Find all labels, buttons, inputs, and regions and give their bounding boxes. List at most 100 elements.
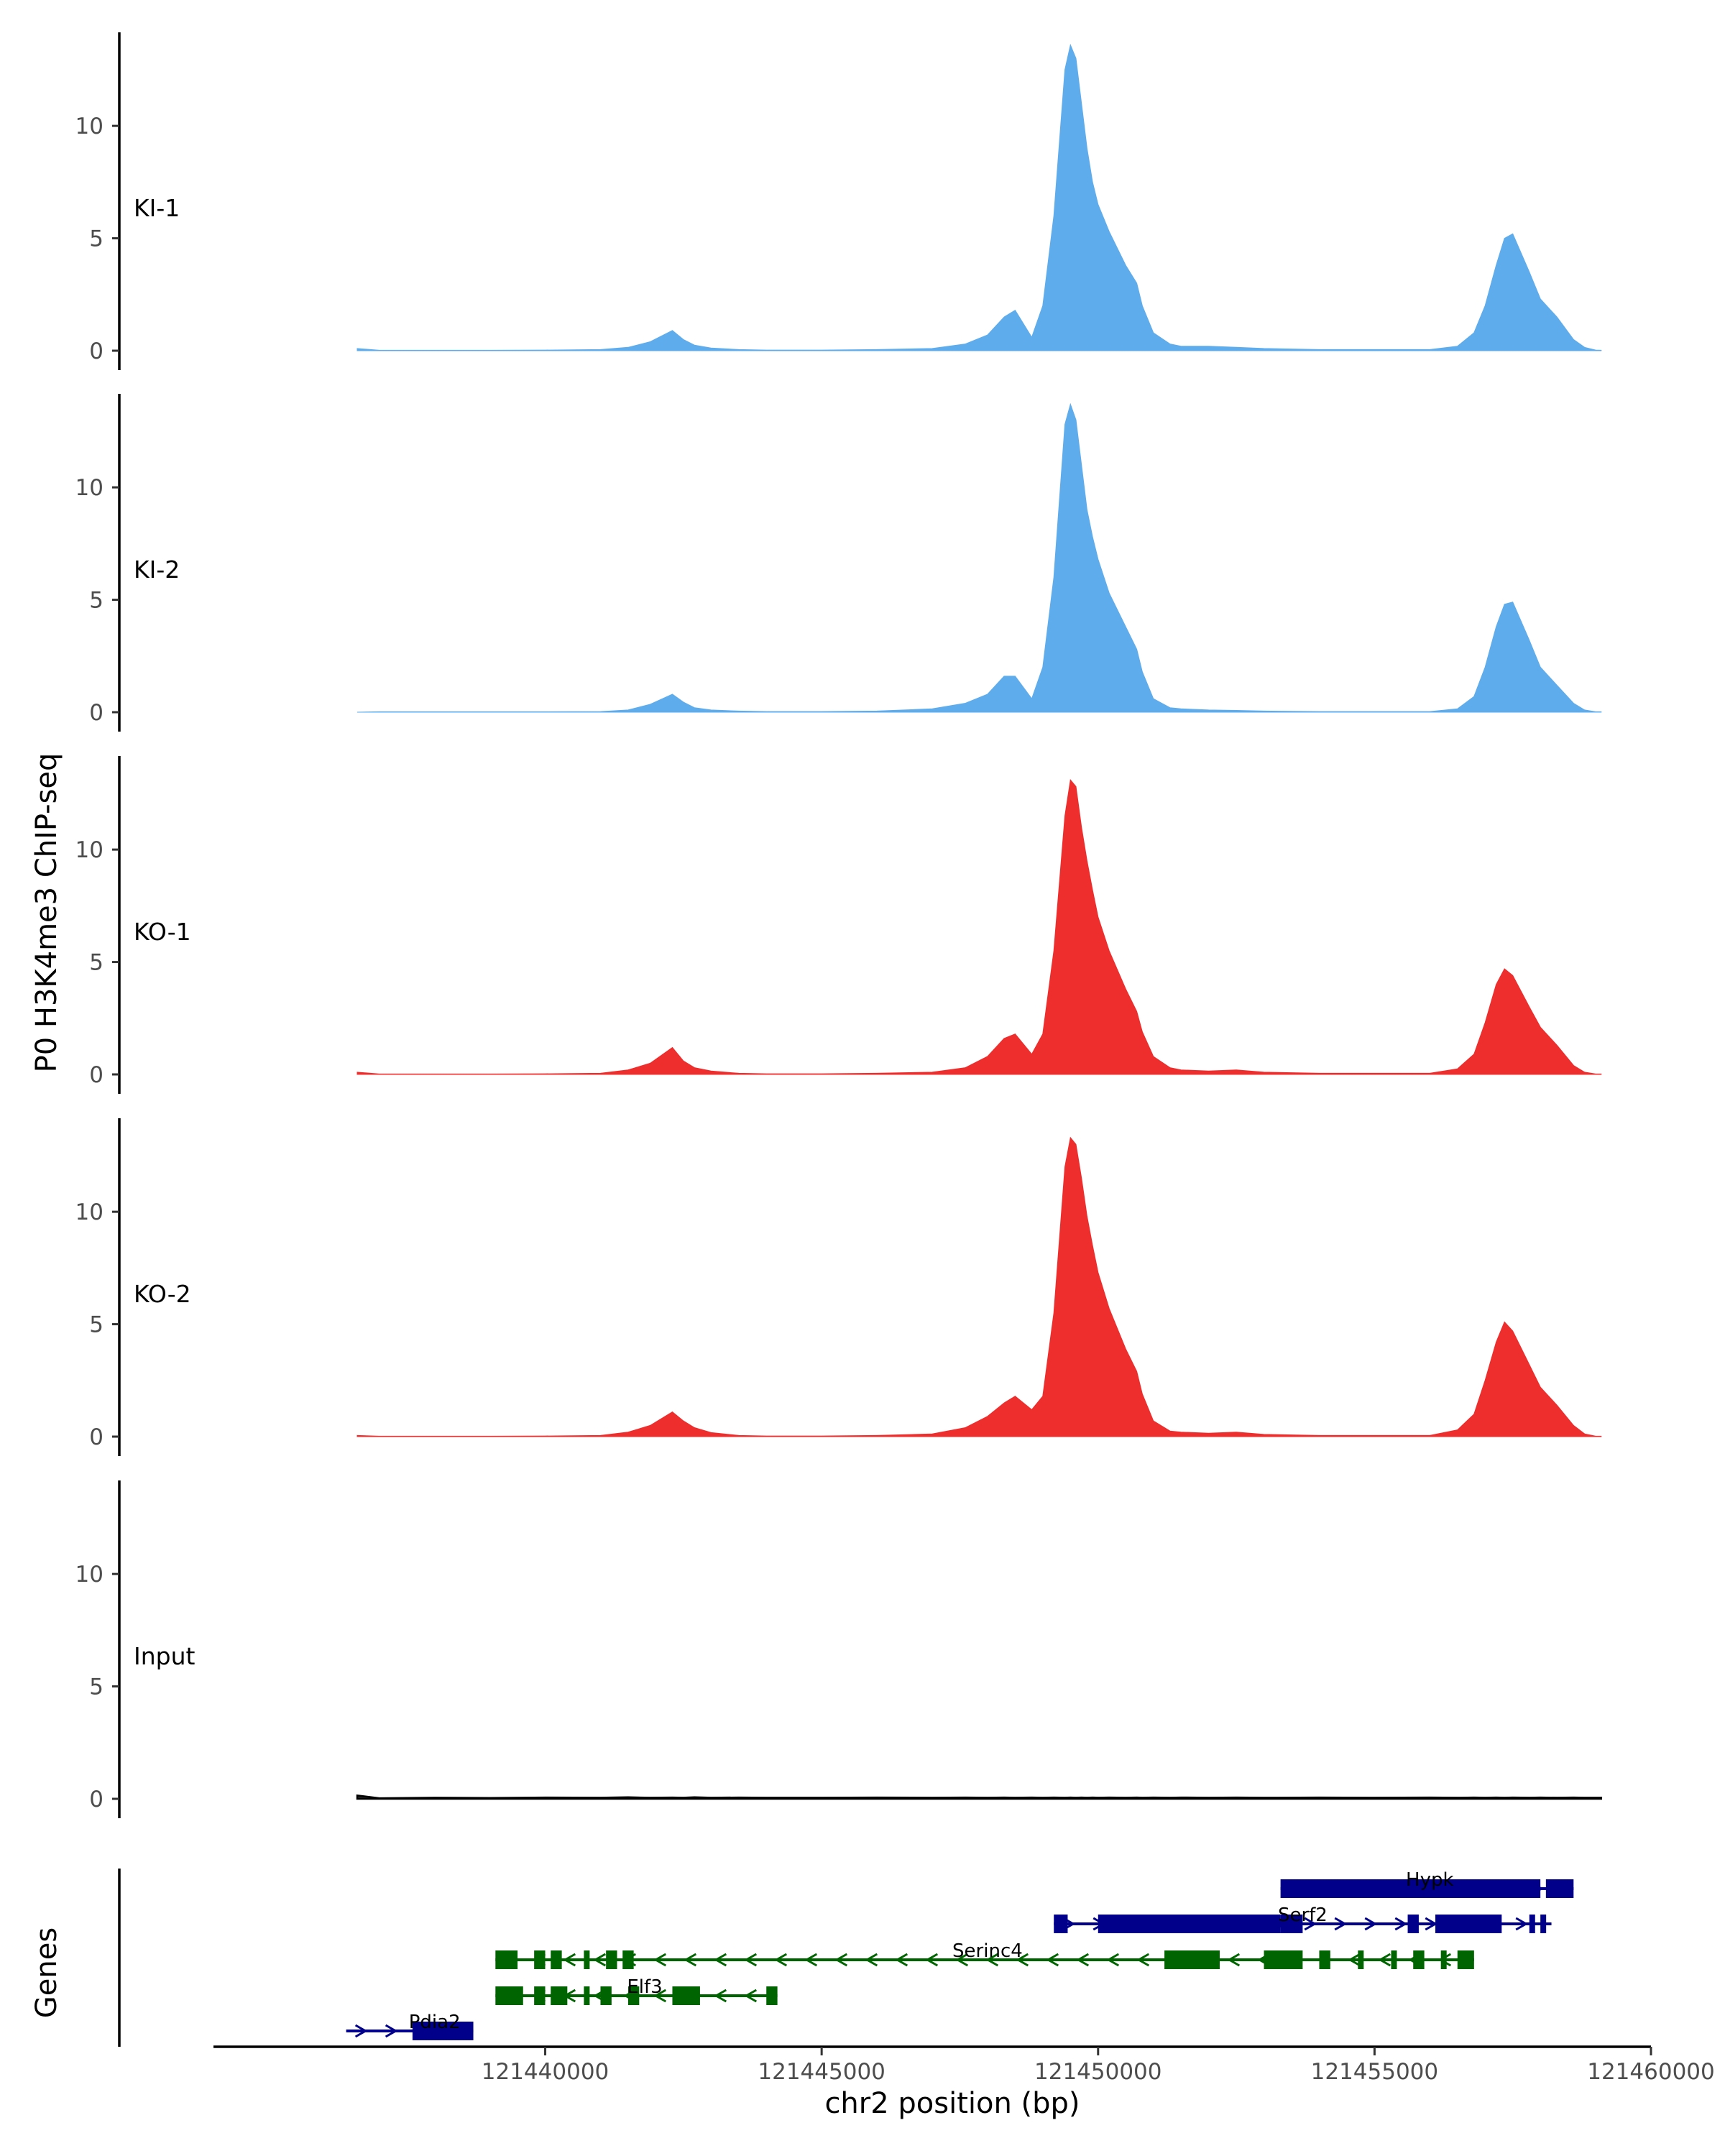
gene-exon: [412, 2022, 474, 2040]
gene-exon: [1164, 1950, 1220, 1969]
strand-arrow: [925, 1953, 939, 1967]
gene-exon: [584, 1986, 590, 2005]
strand-arrow: [744, 1989, 758, 2003]
strand-arrow: [1438, 1953, 1452, 1967]
track-input: 0 5 10 Input: [75, 1480, 1603, 1818]
y-tick-label: 0: [89, 1787, 104, 1812]
gene-exon: [495, 1986, 523, 2005]
track-ki-2: 0 5 10 KI-2: [75, 394, 1602, 732]
x-axis-label: chr2 position (bp): [824, 2087, 1080, 2120]
x-tick-label: 121440000: [482, 2059, 610, 2085]
y-axis-label: P0 H3K4me3 ChIP-seq: [30, 753, 63, 1073]
x-axis: 121440000 121445000 121450000 121455000 1214…: [213, 2045, 1715, 2085]
y-tick-label: 0: [89, 700, 104, 726]
gene-exon: [1280, 1879, 1541, 1898]
gene-exon: [534, 1950, 546, 1969]
gene-exon: [1098, 1915, 1281, 1933]
gene-label: Serinc4: [952, 1940, 1023, 1962]
strand-arrow: [774, 1953, 788, 1967]
signal-area: [356, 1794, 1603, 1800]
strand-arrow: [744, 1953, 758, 1967]
gene-exon: [1529, 1915, 1535, 1933]
gene-serf2: Serf2: [1054, 1904, 1552, 1933]
strand-arrow: [653, 1989, 667, 2003]
strand-arrow: [593, 1953, 607, 1967]
gene-exon: [1391, 1950, 1397, 1969]
track-label: KI-2: [134, 556, 180, 584]
strand-arrow: [1515, 1917, 1529, 1931]
strand-arrow: [804, 1953, 818, 1967]
y-tick-label: 0: [89, 1424, 104, 1450]
strand-arrow: [1136, 1953, 1150, 1967]
gene-exon: [1440, 1950, 1447, 1969]
gene-exon: [1319, 1950, 1330, 1969]
y-tick-label: 10: [75, 1199, 104, 1225]
signal-area: [356, 402, 1602, 713]
gene-exon: [584, 1950, 590, 1969]
strand-arrow: [1106, 1953, 1120, 1967]
gene-elf3: Elf3: [495, 1976, 778, 2005]
gene-label: Hypk: [1406, 1869, 1454, 1891]
track-label: KI-1: [134, 194, 180, 222]
strand-arrow: [1334, 1917, 1348, 1931]
gene-serinc4: Serinc4: [495, 1940, 1474, 1969]
gene-exon: [627, 1986, 640, 2005]
gene-exon: [606, 1950, 617, 1969]
gene-pdia2: Pdia2: [346, 2012, 474, 2040]
y-tick-label: 10: [75, 114, 104, 139]
genes-axis-label: Genes: [30, 1927, 63, 2018]
gene-exon: [534, 1986, 546, 2005]
track-ko-2: 0 5 10 KO-2: [75, 1118, 1602, 1456]
x-tick-label: 121460000: [1587, 2059, 1715, 2085]
gene-exon: [1540, 1915, 1547, 1933]
gene-label: Serf2: [1278, 1904, 1328, 1926]
strand-arrow: [985, 1953, 999, 1967]
strand-arrow: [1394, 1917, 1408, 1931]
gene-exon: [1435, 1915, 1502, 1933]
gene-exon: [672, 1986, 700, 2005]
strand-arrow: [714, 1953, 727, 1967]
strand-arrow: [563, 1953, 576, 1967]
strand-arrow: [684, 1953, 697, 1967]
track-ki-1: 0 5 10 KI-1: [75, 32, 1602, 370]
strand-arrow: [653, 1953, 667, 1967]
y-tick-label: 5: [89, 1674, 104, 1700]
track-label: KO-2: [134, 1280, 191, 1308]
gene-exon: [495, 1950, 518, 1969]
strand-arrow: [1227, 1953, 1241, 1967]
strand-arrow: [1076, 1953, 1090, 1967]
strand-arrow: [1016, 1953, 1029, 1967]
strand-arrow: [1348, 1953, 1361, 1967]
gene-exon: [551, 1986, 568, 2005]
gene-exon: [1264, 1950, 1303, 1969]
track-label: KO-1: [134, 918, 191, 946]
gene-exon: [551, 1950, 562, 1969]
y-tick-label: 10: [75, 837, 104, 863]
y-tick-label: 5: [89, 226, 104, 252]
gene-exon: [1457, 1950, 1474, 1969]
y-tick-label: 0: [89, 338, 104, 364]
gene-exon: [766, 1986, 778, 2005]
y-tick-label: 5: [89, 1312, 104, 1338]
strand-arrow: [834, 1953, 848, 1967]
gene-exon: [600, 1986, 612, 2005]
y-tick-label: 10: [75, 475, 104, 501]
strand-arrow: [385, 2024, 398, 2038]
x-tick-label: 121445000: [758, 2059, 886, 2085]
strand-arrow: [955, 1953, 969, 1967]
gene-label: Pdia2: [409, 2012, 461, 2033]
strand-arrow: [1364, 1917, 1378, 1931]
track-ko-1: 0 5 10 KO-1: [75, 756, 1602, 1094]
strand-arrow: [865, 1953, 878, 1967]
gene-hypk: Hypk: [1280, 1869, 1574, 1898]
gene-exon: [1545, 1879, 1574, 1898]
strand-arrow: [354, 2024, 368, 2038]
gene-exon: [1054, 1915, 1068, 1933]
signal-area: [356, 779, 1602, 1075]
track-label: Input: [134, 1642, 196, 1670]
gene-exon: [1280, 1915, 1303, 1933]
strand-arrow: [1046, 1953, 1059, 1967]
y-tick-label: 5: [89, 588, 104, 614]
signal-area: [356, 1136, 1602, 1437]
